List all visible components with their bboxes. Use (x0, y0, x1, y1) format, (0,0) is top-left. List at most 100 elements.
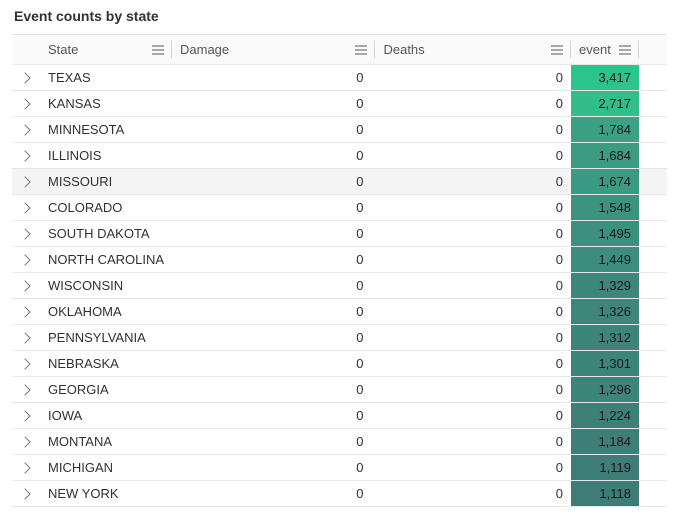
cell-pad (639, 273, 667, 298)
cell-event: 1,684 (571, 143, 639, 168)
cell-state: COLORADO (40, 195, 172, 220)
expand-toggle[interactable] (12, 195, 40, 220)
cell-state: MINNESOTA (40, 117, 172, 142)
header-pad (639, 35, 667, 64)
expand-toggle[interactable] (12, 143, 40, 168)
table-row[interactable]: NORTH CAROLINA001,449 (12, 247, 667, 273)
expand-toggle[interactable] (12, 91, 40, 116)
expand-toggle[interactable] (12, 429, 40, 454)
cell-damage: 0 (172, 117, 372, 142)
cell-damage: 0 (172, 91, 372, 116)
expand-toggle[interactable] (12, 377, 40, 402)
cell-state: MISSOURI (40, 169, 172, 194)
table-row[interactable]: MISSOURI001,674 (12, 169, 667, 195)
cell-event: 1,118 (571, 481, 639, 506)
cell-deaths: 0 (372, 429, 572, 454)
table-row[interactable]: MONTANA001,184 (12, 429, 667, 455)
expand-toggle[interactable] (12, 65, 40, 90)
table-row[interactable]: NEBRASKA001,301 (12, 351, 667, 377)
chevron-right-icon (19, 202, 30, 213)
cell-state: OKLAHOMA (40, 299, 172, 324)
cell-state: TEXAS (40, 65, 172, 90)
table-row[interactable]: TEXAS003,417 (12, 65, 667, 91)
expand-toggle[interactable] (12, 247, 40, 272)
table-row[interactable]: GEORGIA001,296 (12, 377, 667, 403)
rows-host: TEXAS003,417KANSAS002,717MINNESOTA001,78… (12, 65, 667, 507)
cell-state: PENNSYLVANIA (40, 325, 172, 350)
table-row[interactable]: ILLINOIS001,684 (12, 143, 667, 169)
cell-pad (639, 195, 667, 220)
expand-toggle[interactable] (12, 403, 40, 428)
expand-toggle[interactable] (12, 351, 40, 376)
chevron-right-icon (19, 436, 30, 447)
table-row[interactable]: KANSAS002,717 (12, 91, 667, 117)
chevron-right-icon (19, 124, 30, 135)
table-row[interactable]: MICHIGAN001,119 (12, 455, 667, 481)
chevron-right-icon (19, 384, 30, 395)
table-row[interactable]: MINNESOTA001,784 (12, 117, 667, 143)
cell-pad (639, 377, 667, 402)
cell-damage: 0 (172, 377, 372, 402)
cell-event: 1,326 (571, 299, 639, 324)
chevron-right-icon (19, 280, 30, 291)
table-row[interactable]: WISCONSIN001,329 (12, 273, 667, 299)
cell-deaths: 0 (372, 273, 572, 298)
header-event[interactable]: event (571, 35, 639, 64)
cell-event: 1,674 (571, 169, 639, 194)
expand-toggle[interactable] (12, 117, 40, 142)
cell-pad (639, 325, 667, 350)
cell-event: 1,224 (571, 403, 639, 428)
expand-toggle[interactable] (12, 455, 40, 480)
cell-state: KANSAS (40, 91, 172, 116)
table-row[interactable]: COLORADO001,548 (12, 195, 667, 221)
cell-deaths: 0 (372, 299, 572, 324)
column-menu-icon[interactable] (551, 45, 563, 55)
cell-pad (639, 455, 667, 480)
cell-damage: 0 (172, 247, 372, 272)
cell-damage: 0 (172, 195, 372, 220)
cell-deaths: 0 (372, 195, 572, 220)
chevron-right-icon (19, 488, 30, 499)
cell-damage: 0 (172, 429, 372, 454)
cell-state: WISCONSIN (40, 273, 172, 298)
expand-toggle[interactable] (12, 169, 40, 194)
cell-deaths: 0 (372, 143, 572, 168)
expand-toggle[interactable] (12, 325, 40, 350)
chevron-right-icon (19, 72, 30, 83)
column-menu-icon[interactable] (619, 45, 631, 55)
cell-pad (639, 429, 667, 454)
header-state[interactable]: State (40, 35, 172, 64)
cell-pad (639, 351, 667, 376)
cell-pad (639, 117, 667, 142)
chevron-right-icon (19, 254, 30, 265)
cell-pad (639, 299, 667, 324)
panel-title: Event counts by state (14, 8, 667, 24)
chevron-right-icon (19, 462, 30, 473)
column-menu-icon[interactable] (152, 45, 164, 55)
cell-pad (639, 143, 667, 168)
expand-toggle[interactable] (12, 273, 40, 298)
cell-deaths: 0 (372, 455, 572, 480)
column-menu-icon[interactable] (355, 45, 367, 55)
cell-state: SOUTH DAKOTA (40, 221, 172, 246)
cell-state: MICHIGAN (40, 455, 172, 480)
table-row[interactable]: SOUTH DAKOTA001,495 (12, 221, 667, 247)
cell-damage: 0 (172, 403, 372, 428)
header-damage[interactable]: Damage (172, 35, 375, 64)
table-row[interactable]: PENNSYLVANIA001,312 (12, 325, 667, 351)
cell-state: NEW YORK (40, 481, 172, 506)
header-deaths[interactable]: Deaths (375, 35, 571, 64)
chevron-right-icon (19, 306, 30, 317)
chevron-right-icon (19, 176, 30, 187)
expand-toggle[interactable] (12, 299, 40, 324)
expand-toggle[interactable] (12, 221, 40, 246)
cell-event: 1,301 (571, 351, 639, 376)
expand-toggle[interactable] (12, 481, 40, 506)
table-row[interactable]: OKLAHOMA001,326 (12, 299, 667, 325)
cell-event: 1,495 (571, 221, 639, 246)
cell-event: 1,449 (571, 247, 639, 272)
cell-damage: 0 (172, 299, 372, 324)
table-row[interactable]: NEW YORK001,118 (12, 481, 667, 507)
table-row[interactable]: IOWA001,224 (12, 403, 667, 429)
cell-damage: 0 (172, 169, 372, 194)
